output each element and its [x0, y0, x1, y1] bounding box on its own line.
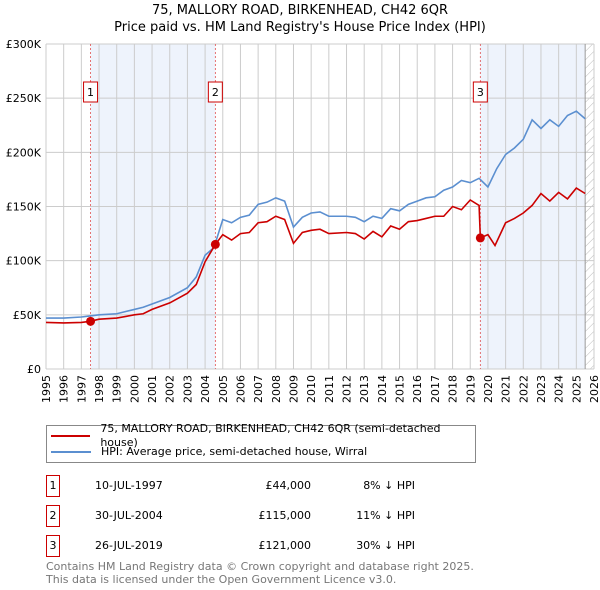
sale-badge: 3	[46, 535, 60, 557]
x-tick-label: 1995	[40, 375, 53, 403]
y-tick-label: £100K	[6, 255, 42, 268]
x-tick-label: 2026	[588, 375, 600, 403]
x-tick-label: 2011	[323, 375, 336, 403]
sale-hpi-diff: 30% ↓ HPI	[356, 539, 415, 552]
sale-hpi-diff: 11% ↓ HPI	[356, 509, 415, 522]
x-tick-label: 2021	[500, 375, 513, 403]
x-tick-label: 2000	[128, 375, 141, 403]
x-tick-label: 2006	[234, 375, 247, 403]
x-tick-label: 2004	[199, 375, 212, 403]
sale-label: 2	[212, 86, 219, 99]
x-tick-label: 2009	[287, 375, 300, 403]
x-tick-label: 2014	[376, 375, 389, 403]
sale-price: £44,000	[265, 479, 312, 492]
x-tick-label: 1997	[75, 375, 88, 403]
price-chart: 1995 1996 1997 1998 1999 2000 2001 2002 2003 2004…	[6, 38, 600, 403]
hpi-line	[46, 110, 586, 319]
sale-point	[86, 316, 96, 326]
sale-label-box	[83, 81, 99, 103]
x-tick-label: 2015	[394, 375, 407, 403]
sale-price: £115,000	[258, 509, 312, 522]
sale-row: 3 26-JUL-2019 £121,000 30% ↓ HPI	[46, 535, 446, 557]
sale-row: 2 30-JUL-2004 £115,000 11% ↓ HPI	[46, 505, 446, 527]
legend-label-property: 75, MALLORY ROAD, BIRKENHEAD, CH42 6QR (…	[100, 422, 441, 449]
x-tick-label: 2010	[305, 375, 318, 403]
x-tick-label: 2017	[429, 375, 442, 403]
x-tick-label: 2013	[358, 375, 371, 403]
property-price-line	[45, 187, 586, 324]
y-tick-label: £300K	[6, 38, 42, 51]
x-tick-label: 2020	[482, 375, 495, 403]
x-tick-label: 2012	[341, 375, 354, 403]
sale-label: 3	[477, 86, 484, 99]
x-tick-label: 2016	[411, 375, 424, 403]
sale-badge: 1	[46, 475, 60, 497]
footer-licence: This data is licensed under the Open Gov…	[46, 573, 397, 586]
legend-label-hpi: HPI: Average price, semi-detached house,…	[101, 445, 368, 458]
x-tick-label: 2005	[217, 375, 230, 403]
sale-point	[475, 233, 485, 243]
x-tick-label: 2018	[447, 375, 460, 403]
sale-hpi-diff: 8% ↓ HPI	[363, 479, 415, 492]
x-tick-label: 1996	[58, 375, 71, 403]
y-tick-label: £50K	[13, 309, 42, 322]
y-tick-label: £250K	[6, 92, 42, 105]
x-tick-label: 2022	[517, 375, 530, 403]
footer-copyright: Contains HM Land Registry data © Crown c…	[46, 560, 474, 573]
sale-label-box	[472, 81, 488, 103]
sale-price: £121,000	[258, 539, 312, 552]
x-tick-label: 2019	[464, 375, 477, 403]
legend-swatch-property	[51, 435, 91, 437]
y-tick-label: £150K	[6, 201, 42, 214]
sale-row: 1 10-JUL-1997 £44,000 8% ↓ HPI	[46, 475, 446, 497]
x-tick-label: 2008	[270, 375, 283, 403]
chart-title: 75, MALLORY ROAD, BIRKENHEAD, CH42 6QR	[151, 3, 449, 18]
sale-point	[210, 239, 220, 249]
sale-badge: 2	[46, 505, 60, 527]
x-tick-label: 2025	[570, 375, 583, 403]
sale-date: 10-JUL-1997	[95, 479, 163, 492]
sale-label-box	[207, 81, 223, 103]
x-tick-label: 2001	[146, 375, 159, 403]
legend-swatch-hpi	[51, 451, 91, 453]
legend: 75, MALLORY ROAD, BIRKENHEAD, CH42 6QR (…	[46, 422, 476, 463]
x-tick-label: 1999	[111, 375, 124, 403]
y-tick-label: £200K	[6, 146, 42, 159]
chart-subtitle: Price paid vs. HM Land Registry's House …	[114, 20, 486, 35]
sale-date: 30-JUL-2004	[95, 509, 163, 522]
sale-date: 26-JUL-2019	[95, 539, 163, 552]
x-tick-label: 2007	[252, 375, 265, 403]
x-tick-label: 2023	[535, 375, 548, 403]
x-tick-label: 2002	[164, 375, 177, 403]
x-tick-label: 2024	[553, 375, 566, 403]
sale-label: 1	[87, 86, 94, 99]
x-tick-label: 1998	[93, 375, 106, 403]
y-tick-label: £0	[27, 363, 41, 376]
x-tick-label: 2003	[181, 375, 194, 403]
